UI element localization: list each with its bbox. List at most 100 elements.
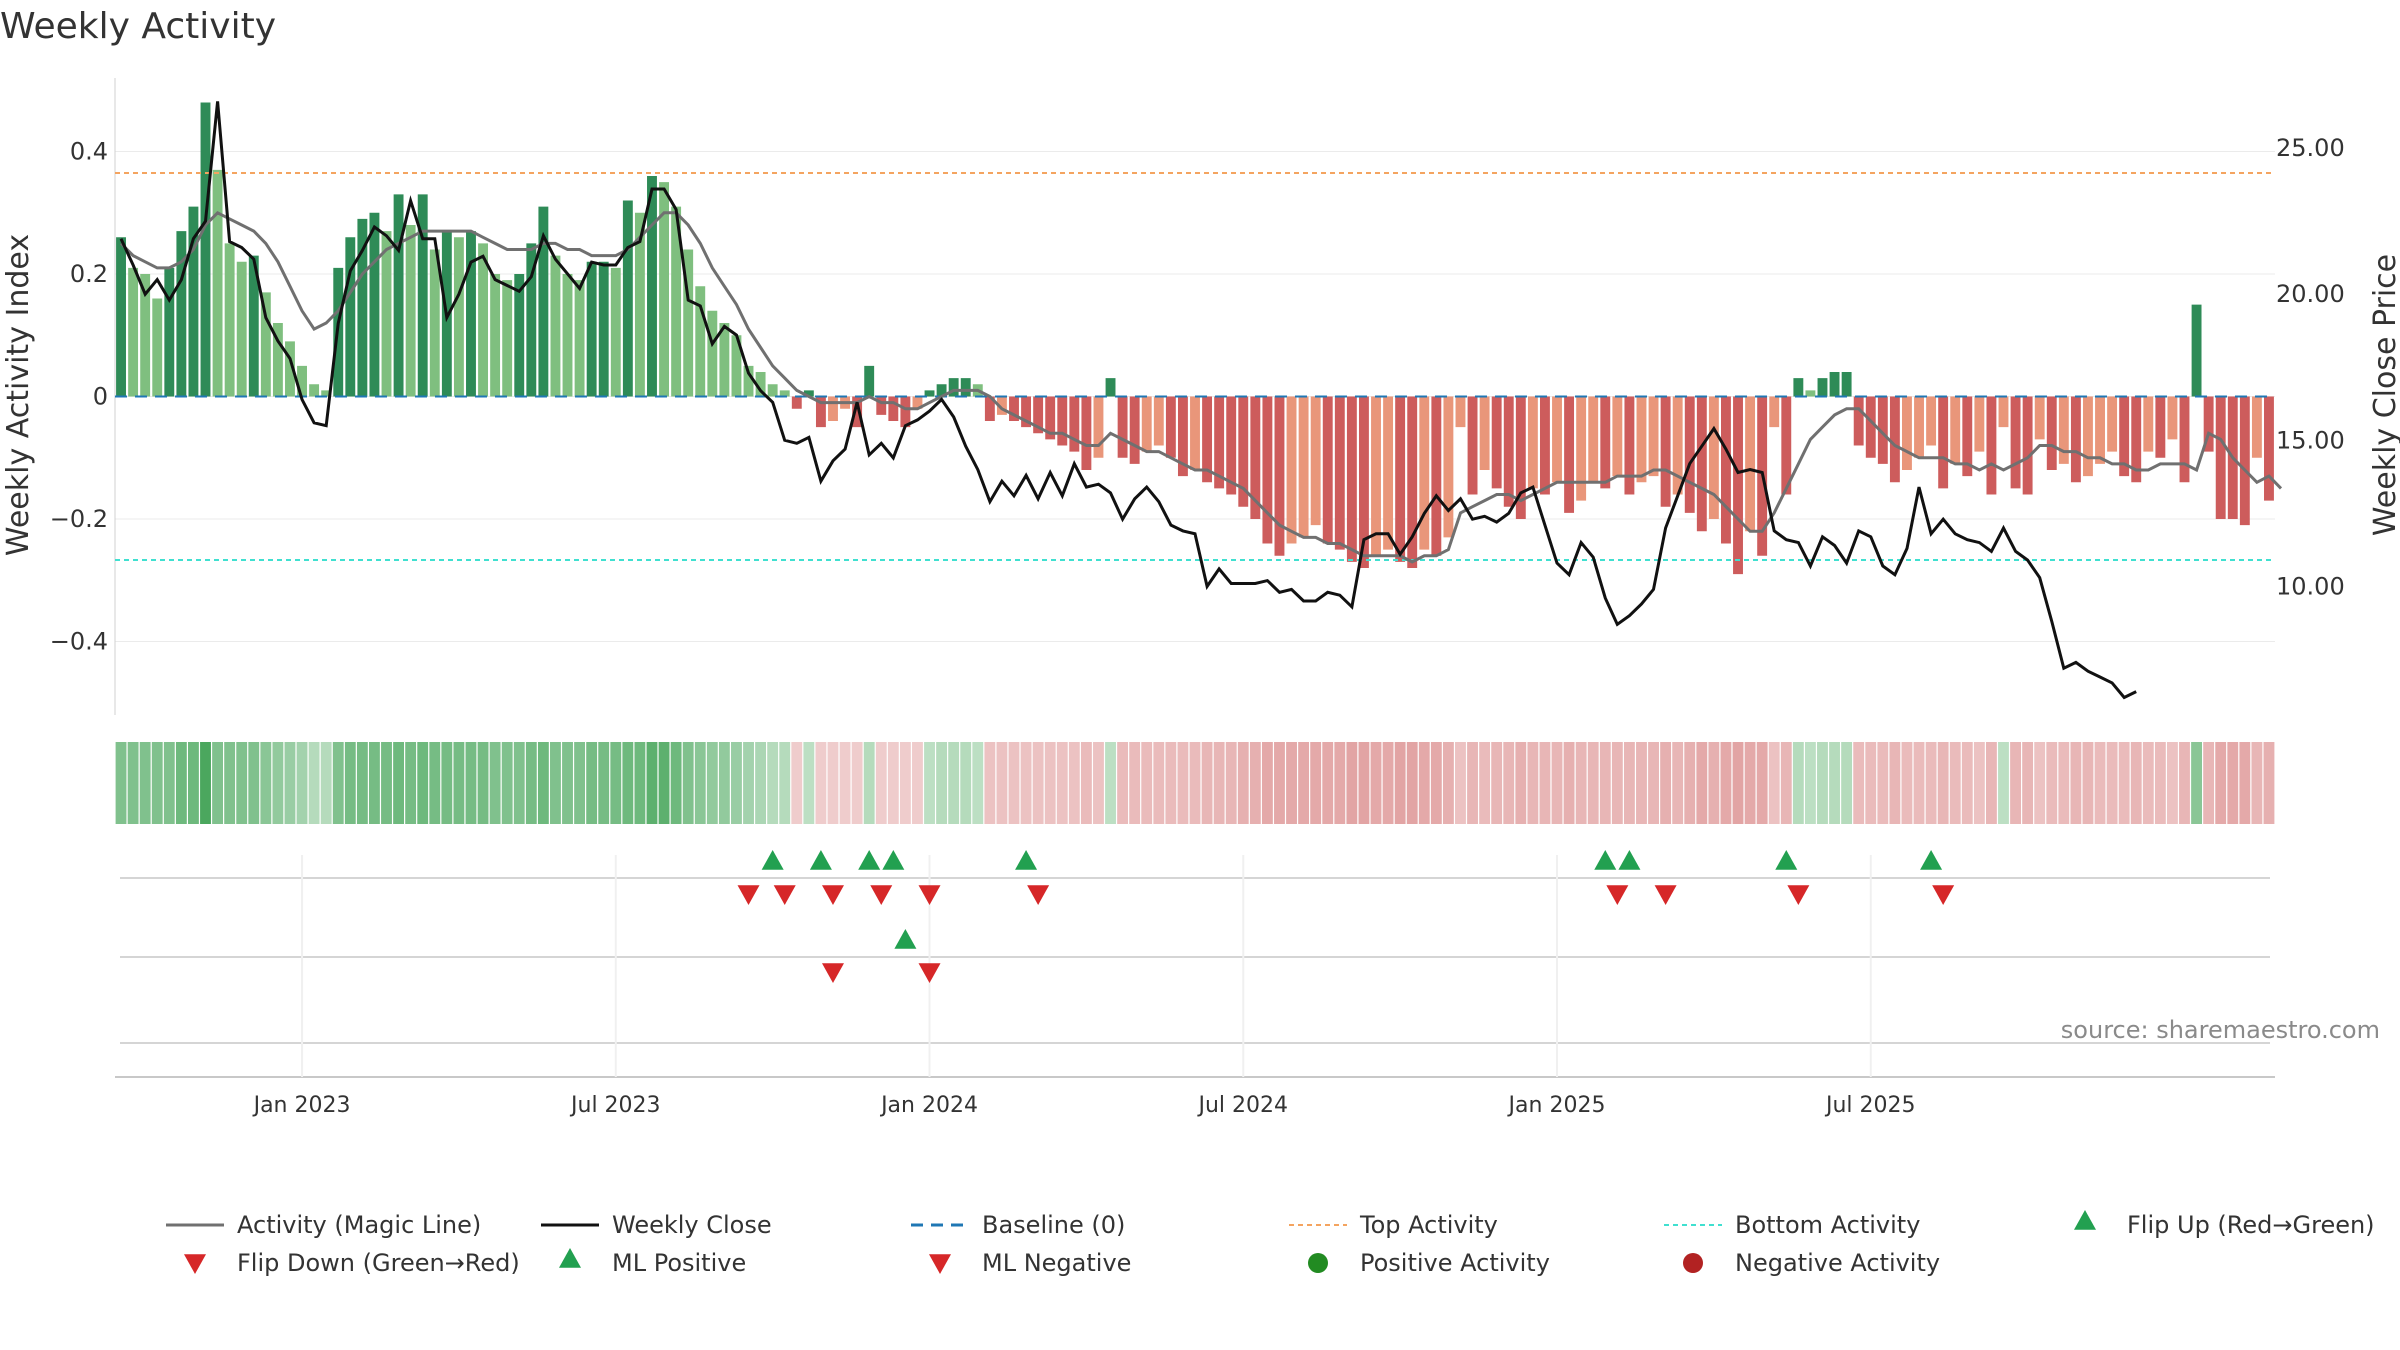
activity-bar xyxy=(1998,396,2009,428)
heat-cell xyxy=(851,742,863,824)
y-tick-label: 0.4 xyxy=(70,138,108,166)
legend-item: Baseline (0) xyxy=(911,1211,1125,1239)
activity-bar xyxy=(683,249,694,397)
activity-bar xyxy=(2095,396,2105,464)
activity-bar xyxy=(1769,396,1780,428)
heat-cell xyxy=(936,742,948,824)
heat-cell xyxy=(972,742,984,824)
heat-cell xyxy=(1370,742,1382,824)
legend-item: Positive Activity xyxy=(1308,1249,1550,1277)
legend-label: ML Negative xyxy=(982,1249,1131,1277)
source-label: source: sharemaestro.com xyxy=(2061,1016,2380,1044)
heat-cell xyxy=(1708,742,1720,824)
flip-down-marker xyxy=(1932,885,1955,905)
heat-cell xyxy=(1455,742,1466,824)
activity-bar xyxy=(1322,396,1333,544)
activity-bar xyxy=(260,292,271,397)
legend-swatch xyxy=(929,1254,951,1274)
legend-swatch xyxy=(559,1248,581,1268)
heat-cell xyxy=(550,742,561,824)
heat-cell xyxy=(912,742,923,824)
heat-cell xyxy=(1213,742,1225,824)
y2-tick-label: 25.00 xyxy=(2276,134,2345,162)
heat-cell xyxy=(1165,742,1177,824)
heat-cell xyxy=(236,742,248,824)
activity-bar xyxy=(598,261,609,397)
heat-cell xyxy=(670,742,682,824)
x-tick-label: Jul 2025 xyxy=(1824,1093,1916,1118)
heat-cell xyxy=(924,742,935,824)
legend-item: ML Negative xyxy=(929,1249,1131,1277)
heat-cell xyxy=(200,742,211,824)
activity-bar xyxy=(1914,396,1924,458)
flip-up-marker xyxy=(809,850,832,870)
heat-cell xyxy=(1913,742,1925,824)
heat-cell xyxy=(1732,742,1744,824)
activity-bar xyxy=(767,384,778,397)
heat-cell xyxy=(1032,742,1044,824)
activity-bar xyxy=(2167,396,2178,440)
heat-cell xyxy=(1901,742,1913,824)
heat-cell xyxy=(1768,742,1780,824)
activity-bar xyxy=(128,267,139,397)
heat-cell xyxy=(2179,742,2190,824)
activity-bar xyxy=(1238,396,1249,507)
activity-bar xyxy=(1153,396,1164,446)
activity-bar xyxy=(1346,396,1357,562)
activity-bar xyxy=(984,396,995,421)
legend-label: Positive Activity xyxy=(1360,1249,1550,1277)
heat-cell xyxy=(1539,742,1551,824)
heat-cell xyxy=(308,742,320,824)
activity-bar xyxy=(357,218,368,397)
legend-item: Flip Up (Red→Green) xyxy=(2074,1210,2375,1239)
heat-cell xyxy=(1430,742,1442,824)
heat-cell xyxy=(2263,742,2275,824)
activity-bar xyxy=(1045,396,1056,440)
activity-bar xyxy=(2179,396,2190,483)
legend-label: Flip Down (Green→Red) xyxy=(237,1249,520,1277)
heat-cell xyxy=(2022,742,2034,824)
activity-bar xyxy=(272,323,283,397)
y-axis-label: Weekly Activity Index xyxy=(1,234,36,556)
heat-cell xyxy=(1985,742,1997,824)
activity-bar xyxy=(912,396,923,409)
heat-cell xyxy=(791,742,803,824)
heat-cell xyxy=(1394,742,1406,824)
activity-bar xyxy=(2070,396,2081,483)
heat-cell xyxy=(1527,742,1539,824)
heat-cell xyxy=(369,742,380,824)
activity-bar xyxy=(1636,396,1647,483)
heat-cell xyxy=(1105,742,1116,824)
heat-cell xyxy=(2034,742,2046,824)
legend-swatch xyxy=(184,1254,206,1274)
legend-label: Top Activity xyxy=(1359,1211,1498,1239)
heat-cell xyxy=(115,742,127,824)
heat-cell xyxy=(1442,742,1454,824)
activity-bar xyxy=(888,396,899,421)
activity-bar xyxy=(2251,396,2262,458)
activity-bar xyxy=(1684,396,1695,513)
legend-item: Bottom Activity xyxy=(1664,1211,1920,1239)
activity-bar xyxy=(2191,304,2202,397)
activity-bar xyxy=(1745,396,1756,532)
activity-bar xyxy=(490,274,501,397)
activity-bar xyxy=(1371,396,1381,556)
heat-cell xyxy=(2251,742,2263,824)
activity-bar xyxy=(960,378,971,397)
heat-cell xyxy=(2191,742,2202,824)
flip-down-marker xyxy=(1787,885,1810,905)
activity-bar xyxy=(1202,396,1213,483)
activity-bar xyxy=(1552,396,1562,483)
heat-cell xyxy=(1973,742,1985,824)
activity-bar xyxy=(1033,396,1044,434)
legend: Activity (Magic Line) Weekly Close Baselin… xyxy=(166,1210,2375,1277)
activity-bar xyxy=(1938,396,1949,489)
activity-bar xyxy=(514,274,525,397)
activity-bar xyxy=(1926,396,1937,446)
heat-cell xyxy=(356,742,368,824)
heat-cell xyxy=(1744,742,1756,824)
activity-bar xyxy=(1431,396,1442,556)
heat-cell xyxy=(2227,742,2239,824)
activity-bar xyxy=(1600,396,1611,489)
series-lines xyxy=(119,101,2283,700)
